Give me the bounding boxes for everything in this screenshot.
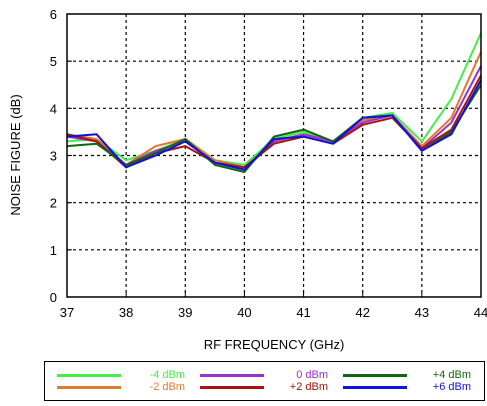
legend-label: +6 dBm: [432, 381, 471, 393]
x-tick-label: 37: [60, 305, 74, 320]
noise-figure-chart: 37 38 39 40 41 42 43 44 0 1 2 3 4 5 6 RF FREQUENCY (GH…: [8, 7, 487, 352]
legend-swatch: [57, 374, 121, 377]
legend-swatch: [57, 386, 121, 389]
legend-label: +4 dBm: [432, 369, 471, 381]
series-lines: [66, 32, 482, 173]
y-tick-label: 3: [50, 149, 57, 164]
x-tick-label: 42: [355, 305, 369, 320]
legend-item: +4 dBm: [343, 369, 471, 381]
legend-item: -4 dBm: [57, 369, 185, 381]
legend-swatch: [200, 386, 264, 389]
y-tick-label: 6: [50, 7, 57, 22]
y-tick-label: 2: [50, 196, 57, 211]
legend-label: +2 dBm: [289, 381, 328, 393]
y-tick-label: 5: [50, 54, 57, 69]
x-tick-label: 43: [415, 305, 429, 320]
legend-swatch: [200, 374, 264, 377]
y-tick-label: 4: [50, 101, 57, 116]
legend-item: 0 dBm: [200, 369, 328, 381]
x-axis-title: RF FREQUENCY (GHz): [204, 337, 345, 352]
grid-lines: [67, 14, 481, 297]
legend-label: 0 dBm: [296, 369, 328, 381]
legend-swatch: [343, 374, 407, 377]
series-line-0dbm: [66, 65, 482, 171]
legend-label: -4 dBm: [149, 369, 185, 381]
series-line-2dbm: [66, 74, 482, 169]
x-tick-label: 39: [178, 305, 192, 320]
legend-swatch: [343, 386, 407, 389]
legend-item: -2 dBm: [57, 381, 185, 393]
series-line-2dbm: [66, 51, 482, 169]
chart-legend: -4 dBm -2 dBm 0 dBm +2 dBm +4 dBm +6 dBm: [44, 361, 485, 401]
x-tick-label: 38: [119, 305, 133, 320]
legend-item: +6 dBm: [343, 381, 471, 393]
legend-label: -2 dBm: [149, 381, 185, 393]
y-tick-label: 1: [50, 243, 57, 258]
series-line-6dbm: [66, 79, 482, 171]
y-tick-label: 0: [50, 290, 57, 305]
y-axis-title: NOISE FIGURE (dB): [8, 94, 23, 215]
x-tick-label: 40: [237, 305, 251, 320]
legend-item: +2 dBm: [200, 381, 328, 393]
x-tick-label: 41: [296, 305, 310, 320]
axis-ticks: 37 38 39 40 41 42 43 44 0 1 2 3 4 5 6: [50, 7, 487, 320]
x-tick-label: 44: [474, 305, 487, 320]
